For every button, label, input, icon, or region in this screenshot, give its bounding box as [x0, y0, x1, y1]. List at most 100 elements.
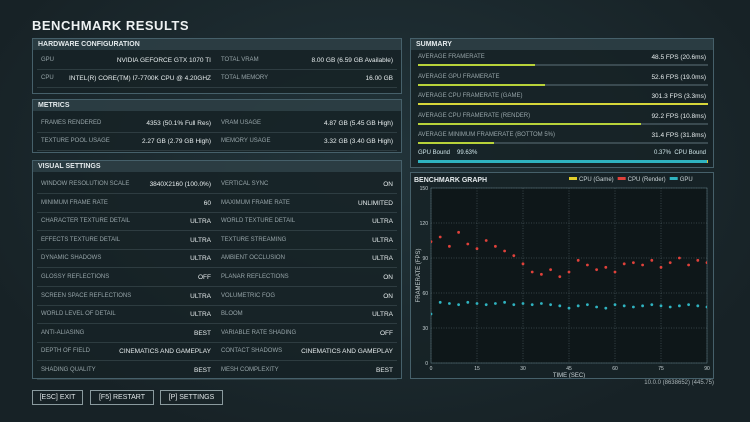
visual-settings-panel: VISUAL SETTINGS WINDOW RESOLUTION SCALE 38… — [32, 160, 402, 380]
data-point — [530, 303, 534, 307]
x-tick-label: 30 — [520, 366, 526, 372]
data-point — [503, 300, 506, 304]
data-point — [558, 304, 562, 308]
metrics-panel: METRICS FRAMES RENDERED 4353 (50.1% Full R… — [32, 99, 402, 153]
setting-value: 4353 (50.1% Full Res) — [146, 120, 211, 127]
y-tick-label: 30 — [422, 326, 428, 332]
panel-heading: VISUAL SETTINGS — [33, 161, 401, 172]
setting-value: 2.27 GB (2.79 GB High) — [141, 138, 211, 145]
data-point — [595, 268, 598, 272]
data-point — [530, 270, 534, 274]
legend-label: CPU (Render) — [628, 177, 666, 183]
x-tick-label: 90 — [704, 366, 710, 372]
data-point — [484, 239, 488, 242]
data-point — [475, 247, 479, 251]
summary-label: AVERAGE GPU FRAMERATE — [418, 73, 500, 80]
data-point — [512, 303, 516, 307]
setting-value: ON — [383, 292, 393, 300]
setting-label: GPU — [41, 57, 55, 63]
data-point — [438, 300, 442, 304]
row-divider — [37, 267, 397, 269]
y-tick-label: 150 — [420, 186, 429, 192]
bound-label: GPU Bound — [418, 150, 451, 156]
summary-value: 31.4 FPS (31.8ms) — [651, 132, 706, 139]
graph-panel: BENCHMARK GRAPH 0 30 60 90 120 150 0 15 30 45 60 75 9… — [410, 172, 714, 379]
data-point — [604, 265, 608, 269]
row-divider — [37, 132, 397, 133]
page-title: BENCHMARK RESULTS — [32, 18, 190, 33]
setting-label: SCREEN SPACE REFLECTIONS — [41, 292, 132, 299]
setting-label: VARIABLE RATE SHADING — [221, 329, 297, 336]
graph-title: BENCHMARK GRAPH — [414, 177, 487, 184]
data-point — [540, 272, 543, 276]
setting-value: INTEL(R) CORE(TM) I7-7700K CPU @ 4.20GHZ — [68, 75, 211, 82]
summary-value: 92.2 FPS (10.8ms) — [651, 112, 706, 120]
data-point — [558, 275, 562, 279]
bar-track — [418, 83, 708, 86]
data-point — [586, 263, 589, 267]
x-tick-label: 75 — [658, 366, 664, 372]
setting-label: ANTI-ALIASING — [41, 329, 85, 336]
data-point — [540, 302, 543, 305]
data-point — [466, 300, 470, 304]
bar-track — [418, 142, 708, 144]
data-point — [576, 258, 580, 262]
setting-value: 8.00 GB (6.59 GB Available) — [311, 57, 393, 64]
setting-label: MEMORY USAGE — [221, 138, 271, 144]
bar-track — [418, 103, 708, 105]
data-point — [457, 303, 460, 307]
hardware-panel: HARDWARE CONFIGURATION GPU NVIDIA GEFORCE … — [32, 38, 402, 94]
row-divider — [37, 341, 397, 343]
setting-label: WORLD LEVEL OF DETAIL — [41, 311, 116, 318]
data-point — [494, 244, 497, 248]
bound-value: 99.63% — [457, 150, 478, 156]
summary-bar — [418, 142, 494, 144]
setting-value: NVIDIA GEFORCE GTX 1070 TI — [116, 57, 211, 64]
bound-value: 0.37% — [653, 150, 671, 156]
setting-label: TOTAL VRAM — [221, 57, 259, 63]
data-point — [457, 230, 460, 234]
setting-value: 60 — [203, 199, 211, 207]
data-point — [705, 305, 707, 309]
row-divider — [37, 360, 397, 362]
bar-track — [418, 122, 708, 125]
data-point — [549, 268, 552, 272]
graph: BENCHMARK GRAPH 0 30 60 90 120 150 0 15 30 45 60 75 9… — [414, 177, 710, 378]
legend-swatch — [669, 177, 678, 180]
button[interactable]: [ESC] EXIT — [32, 390, 83, 405]
data-point — [696, 304, 700, 308]
setting-value: 16.00 GB — [365, 75, 393, 82]
setting-value: 3.32 GB (3.40 GB High) — [323, 138, 393, 145]
data-point — [521, 302, 525, 305]
setting-label: DEPTH OF FIELD — [41, 348, 91, 355]
row-divider — [37, 69, 397, 70]
setting-value: OFF — [380, 329, 393, 337]
x-tick-label: 15 — [474, 366, 480, 372]
summary-value: 301.3 FPS (3.3ms) — [651, 93, 706, 100]
button[interactable]: [F5] RESTART — [90, 390, 154, 405]
data-point — [632, 261, 635, 265]
data-point — [431, 240, 433, 244]
data-point — [503, 249, 506, 253]
data-point — [650, 303, 654, 307]
data-point — [448, 244, 451, 248]
legend-label: GPU — [680, 177, 693, 183]
data-point — [696, 258, 700, 262]
setting-label: VOLUMETRIC FOG — [221, 292, 276, 299]
panel-heading: HARDWARE CONFIGURATION — [33, 39, 401, 50]
data-point — [678, 304, 681, 308]
row-divider — [37, 193, 397, 194]
summary-bar — [418, 122, 641, 125]
button[interactable]: [P] SETTINGS — [160, 390, 223, 405]
y-tick-label: 60 — [422, 291, 428, 297]
summary-label: AVERAGE FRAMERATE — [418, 54, 485, 60]
setting-value: ULTRA — [372, 218, 393, 226]
y-tick-label: 120 — [420, 221, 429, 227]
setting-label: CPU — [41, 75, 54, 81]
setting-label: PLANAR REFLECTIONS — [221, 274, 289, 280]
setting-value: ULTRA — [190, 292, 211, 300]
setting-label: MINIMUM FRAME RATE — [41, 199, 108, 206]
setting-value: ULTRA — [190, 236, 211, 244]
data-point — [431, 312, 433, 316]
setting-value: BEST — [194, 329, 211, 337]
